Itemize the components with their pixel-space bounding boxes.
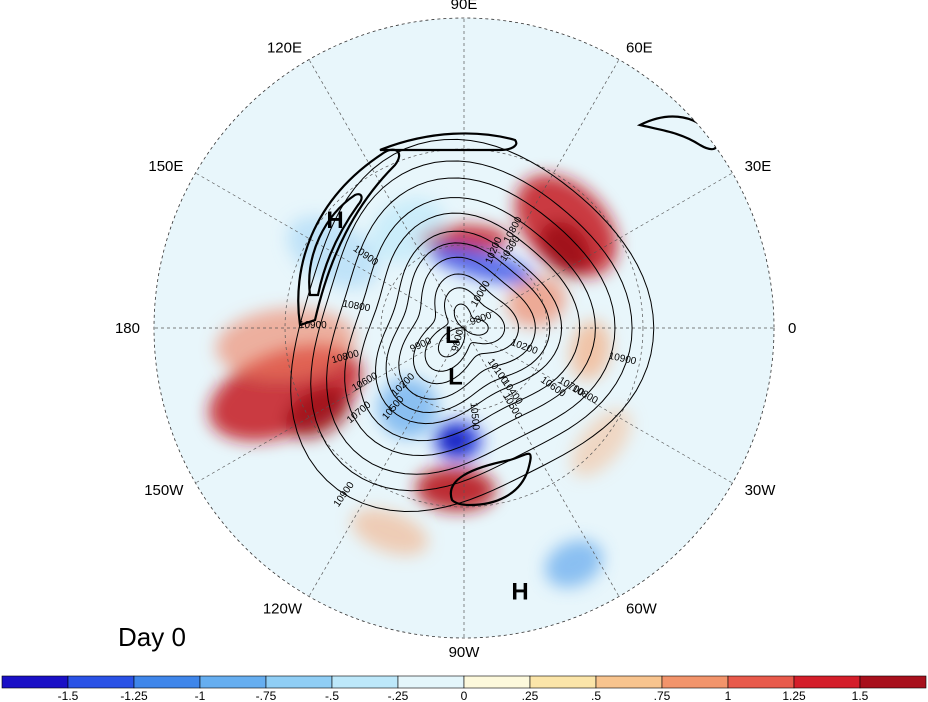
meridian-30 <box>463 172 733 329</box>
meridian-120 <box>308 59 465 329</box>
colorbar-swatch-12 <box>793 675 861 689</box>
colorbar-swatch-9 <box>595 675 663 689</box>
colorbar-swatch-5 <box>331 675 399 689</box>
colorbar-tick-10: 1 <box>725 689 732 702</box>
anomaly-blob-12 <box>570 320 611 381</box>
colorbar-swatch-11 <box>727 675 795 689</box>
colorbar-tick-11: 1.25 <box>782 689 806 702</box>
colorbar-tick-12: 1.5 <box>852 689 869 702</box>
meridian-300 <box>463 327 620 597</box>
longitude-label-2: 30E <box>745 158 772 175</box>
map-border <box>153 17 775 639</box>
contour-10800-9 <box>310 160 633 492</box>
colorbar-swatch-13 <box>859 675 927 689</box>
longitude-label-8: 150W <box>144 482 184 499</box>
colorbar-swatch-7 <box>463 675 531 689</box>
colorbar-swatch-1 <box>67 675 135 689</box>
longitude-label-6: 90W <box>449 644 481 661</box>
contour-9800-0 <box>437 303 489 358</box>
contour-9900-1 <box>424 287 506 372</box>
longitude-label-9: 180 <box>115 320 140 337</box>
anomaly-blob-11 <box>545 540 603 588</box>
latitude-circle-30 <box>284 148 644 508</box>
meridian-60 <box>463 59 620 329</box>
colorbar-swatch-6 <box>397 675 465 689</box>
colorbar-swatch-4 <box>265 675 333 689</box>
longitude-label-10: 150E <box>148 158 183 175</box>
contour-label-5: 10900 <box>299 320 327 331</box>
colorbar-swatch-8 <box>529 675 597 689</box>
jet-streak-pacific-inner <box>308 193 363 297</box>
anomaly-blob-13 <box>507 275 567 328</box>
anomaly-blob-6 <box>415 467 496 512</box>
colorbar-tick-4: -.5 <box>325 689 339 702</box>
jet-outline <box>297 115 718 507</box>
pressure-centers: H LL H <box>326 207 528 606</box>
meridian-330 <box>463 327 733 484</box>
colorbar-tick-1: -1.25 <box>120 689 148 702</box>
contour-10100-3 <box>398 256 536 400</box>
longitude-labels: 90E 60E 30E 0 30W 60W 90W 120W 150W 180 150E 120E <box>115 0 796 661</box>
longitude-label-0: 90E <box>451 0 478 13</box>
day-label: Day 0 <box>118 622 186 652</box>
longitude-label-1: 60E <box>626 39 653 56</box>
height-contours <box>290 138 655 513</box>
meridian-240 <box>308 327 465 597</box>
graticule <box>154 18 774 638</box>
pressure-center-h-pacific: H <box>326 207 343 234</box>
anomaly-blob-16 <box>571 409 632 477</box>
contour-10700-8 <box>326 177 616 475</box>
colorbar: -1.5 -1.25 -1 -.75 -.5 -.25 0 .25 .5 .75 1 1.25 1.5 <box>1 675 927 702</box>
longitude-label-5: 60W <box>626 601 658 618</box>
jet-streak-north <box>379 132 518 152</box>
colorbar-swatch-0 <box>1 675 69 689</box>
contour-label-24: 10500 <box>468 402 481 431</box>
longitude-label-7: 120W <box>263 601 303 618</box>
colorbar-tick-5: -.25 <box>388 689 409 702</box>
latitude-circle-60 <box>380 244 548 412</box>
pressure-center-h-atlantic: H <box>511 579 528 606</box>
pressure-center-l-arctic: L <box>445 322 460 349</box>
contour-10000-2 <box>412 273 520 385</box>
colorbar-tick-3: -.75 <box>256 689 277 702</box>
colorbar-tick-7: .25 <box>522 689 539 702</box>
colorbar-swatch-3 <box>199 675 267 689</box>
anomaly-blob-15 <box>369 197 446 264</box>
meridian-150 <box>195 172 465 329</box>
colorbar-tick-2: -1 <box>195 689 206 702</box>
colorbar-tick-6: 0 <box>461 689 468 702</box>
contour-10200-4 <box>385 242 551 414</box>
colorbar-tick-0: -1.5 <box>58 689 79 702</box>
jet-streak-europe <box>636 115 718 151</box>
contour-10600-7 <box>344 197 596 457</box>
colorbar-tick-8: .5 <box>591 689 601 702</box>
longitude-label-4: 30W <box>745 482 777 499</box>
longitude-label-11: 120E <box>267 39 302 56</box>
jet-streak-pacific <box>297 148 401 327</box>
longitude-label-3: 0 <box>788 320 796 337</box>
contour-10300-5 <box>375 230 563 425</box>
pressure-center-l-hudson: L <box>448 363 463 390</box>
contour-10900-10 <box>290 138 655 513</box>
colorbar-tick-9: .75 <box>654 689 671 702</box>
contour-10500-6 <box>358 212 581 442</box>
colorbar-swatch-10 <box>661 675 729 689</box>
jet-streak-atlantic <box>449 452 532 507</box>
meridian-210 <box>195 327 465 484</box>
anomaly-blob-17 <box>351 508 428 556</box>
contour-label-4: 10800 <box>342 299 372 315</box>
colorbar-swatch-2 <box>133 675 201 689</box>
anomaly-blob-4 <box>539 221 591 277</box>
